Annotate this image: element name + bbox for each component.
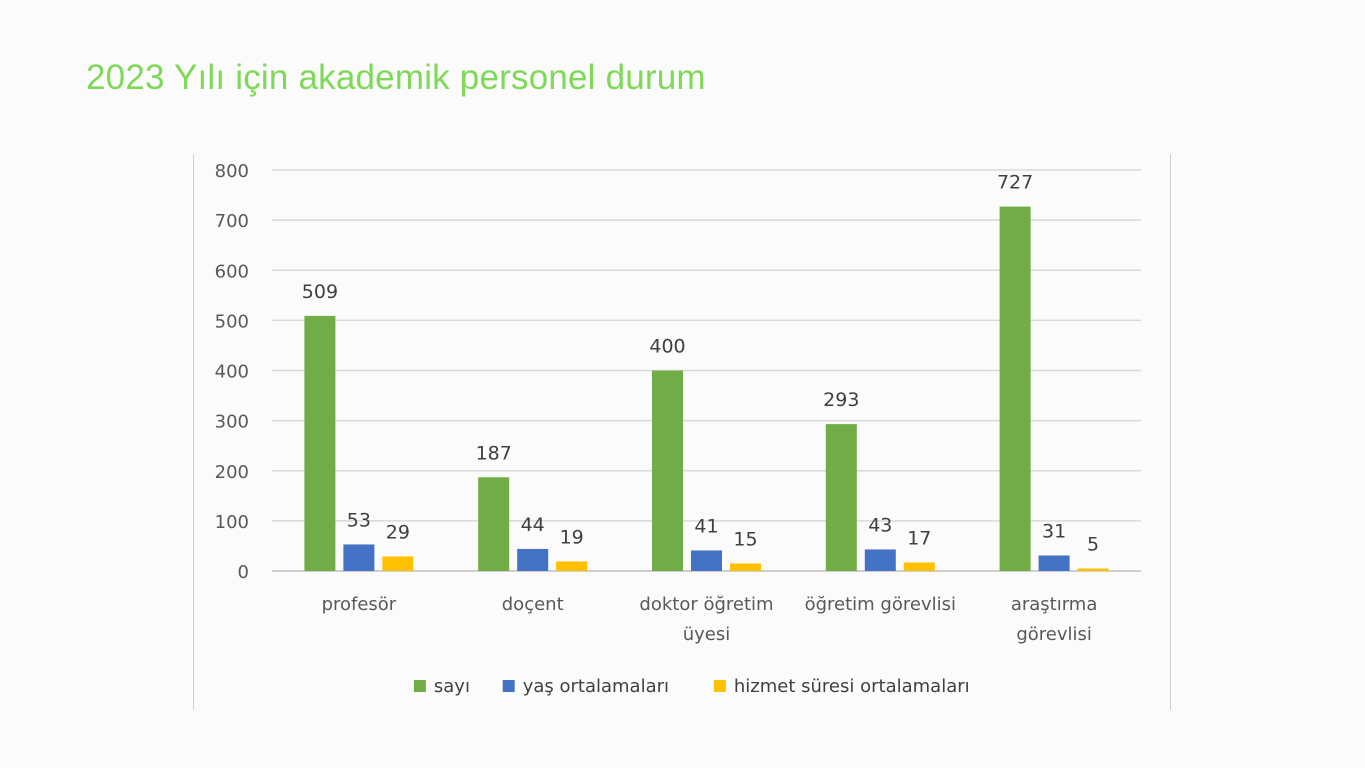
bar [1038,555,1070,571]
legend-swatch [713,680,726,692]
y-tick-label: 800 [215,161,249,182]
legend-label: yaş ortalamaları [523,676,669,697]
y-tick-label: 600 [215,261,249,282]
y-tick-label: 400 [215,362,249,383]
data-label: 5 [1087,533,1099,555]
data-label: 187 [476,442,512,464]
bar [730,563,761,571]
bar [517,548,549,571]
y-tick-label: 700 [215,211,249,232]
legend-label: hizmet süresi ortalamaları [734,676,970,697]
x-category-label: üyesi [683,624,731,645]
chart-frame [193,154,1171,710]
bar [343,544,375,571]
bar [864,549,896,571]
legend-swatch [502,680,515,692]
y-tick-label: 500 [215,311,249,332]
bar [652,370,683,571]
y-tick-label: 0 [238,562,249,583]
bar [691,550,722,571]
page-title: 2023 Yılı için akademik personel durum [86,58,706,97]
legend-swatch [413,680,426,692]
x-category-label: doçent [502,594,564,615]
y-tick-label: 200 [215,462,249,483]
data-label: 15 [733,528,757,550]
legend-label: sayı [434,676,470,697]
bar [556,561,588,571]
data-label: 29 [386,521,410,543]
x-category-label: öğretim görevlisi [805,594,956,615]
data-label: 509 [302,281,338,303]
x-category-label: araştırma [1011,594,1098,615]
data-label: 293 [823,389,859,411]
x-category-label: görevlisi [1016,624,1092,645]
bar [825,424,857,571]
data-label: 17 [907,527,931,549]
data-label: 43 [868,514,892,536]
bar [903,562,935,571]
y-tick-label: 100 [215,512,249,533]
bar [999,206,1031,571]
y-tick-label: 300 [215,412,249,433]
data-label: 41 [694,515,718,537]
data-label: 53 [347,509,371,531]
x-category-label: doktor öğretim [639,594,773,615]
data-label: 400 [649,336,685,358]
x-category-label: profesör [322,594,397,615]
bar [382,556,414,571]
bar [1077,568,1109,571]
data-label: 727 [997,172,1033,194]
data-label: 44 [521,514,545,536]
data-label: 19 [560,526,584,548]
data-label: 31 [1042,520,1066,542]
bar [478,477,510,571]
bar [304,315,336,571]
